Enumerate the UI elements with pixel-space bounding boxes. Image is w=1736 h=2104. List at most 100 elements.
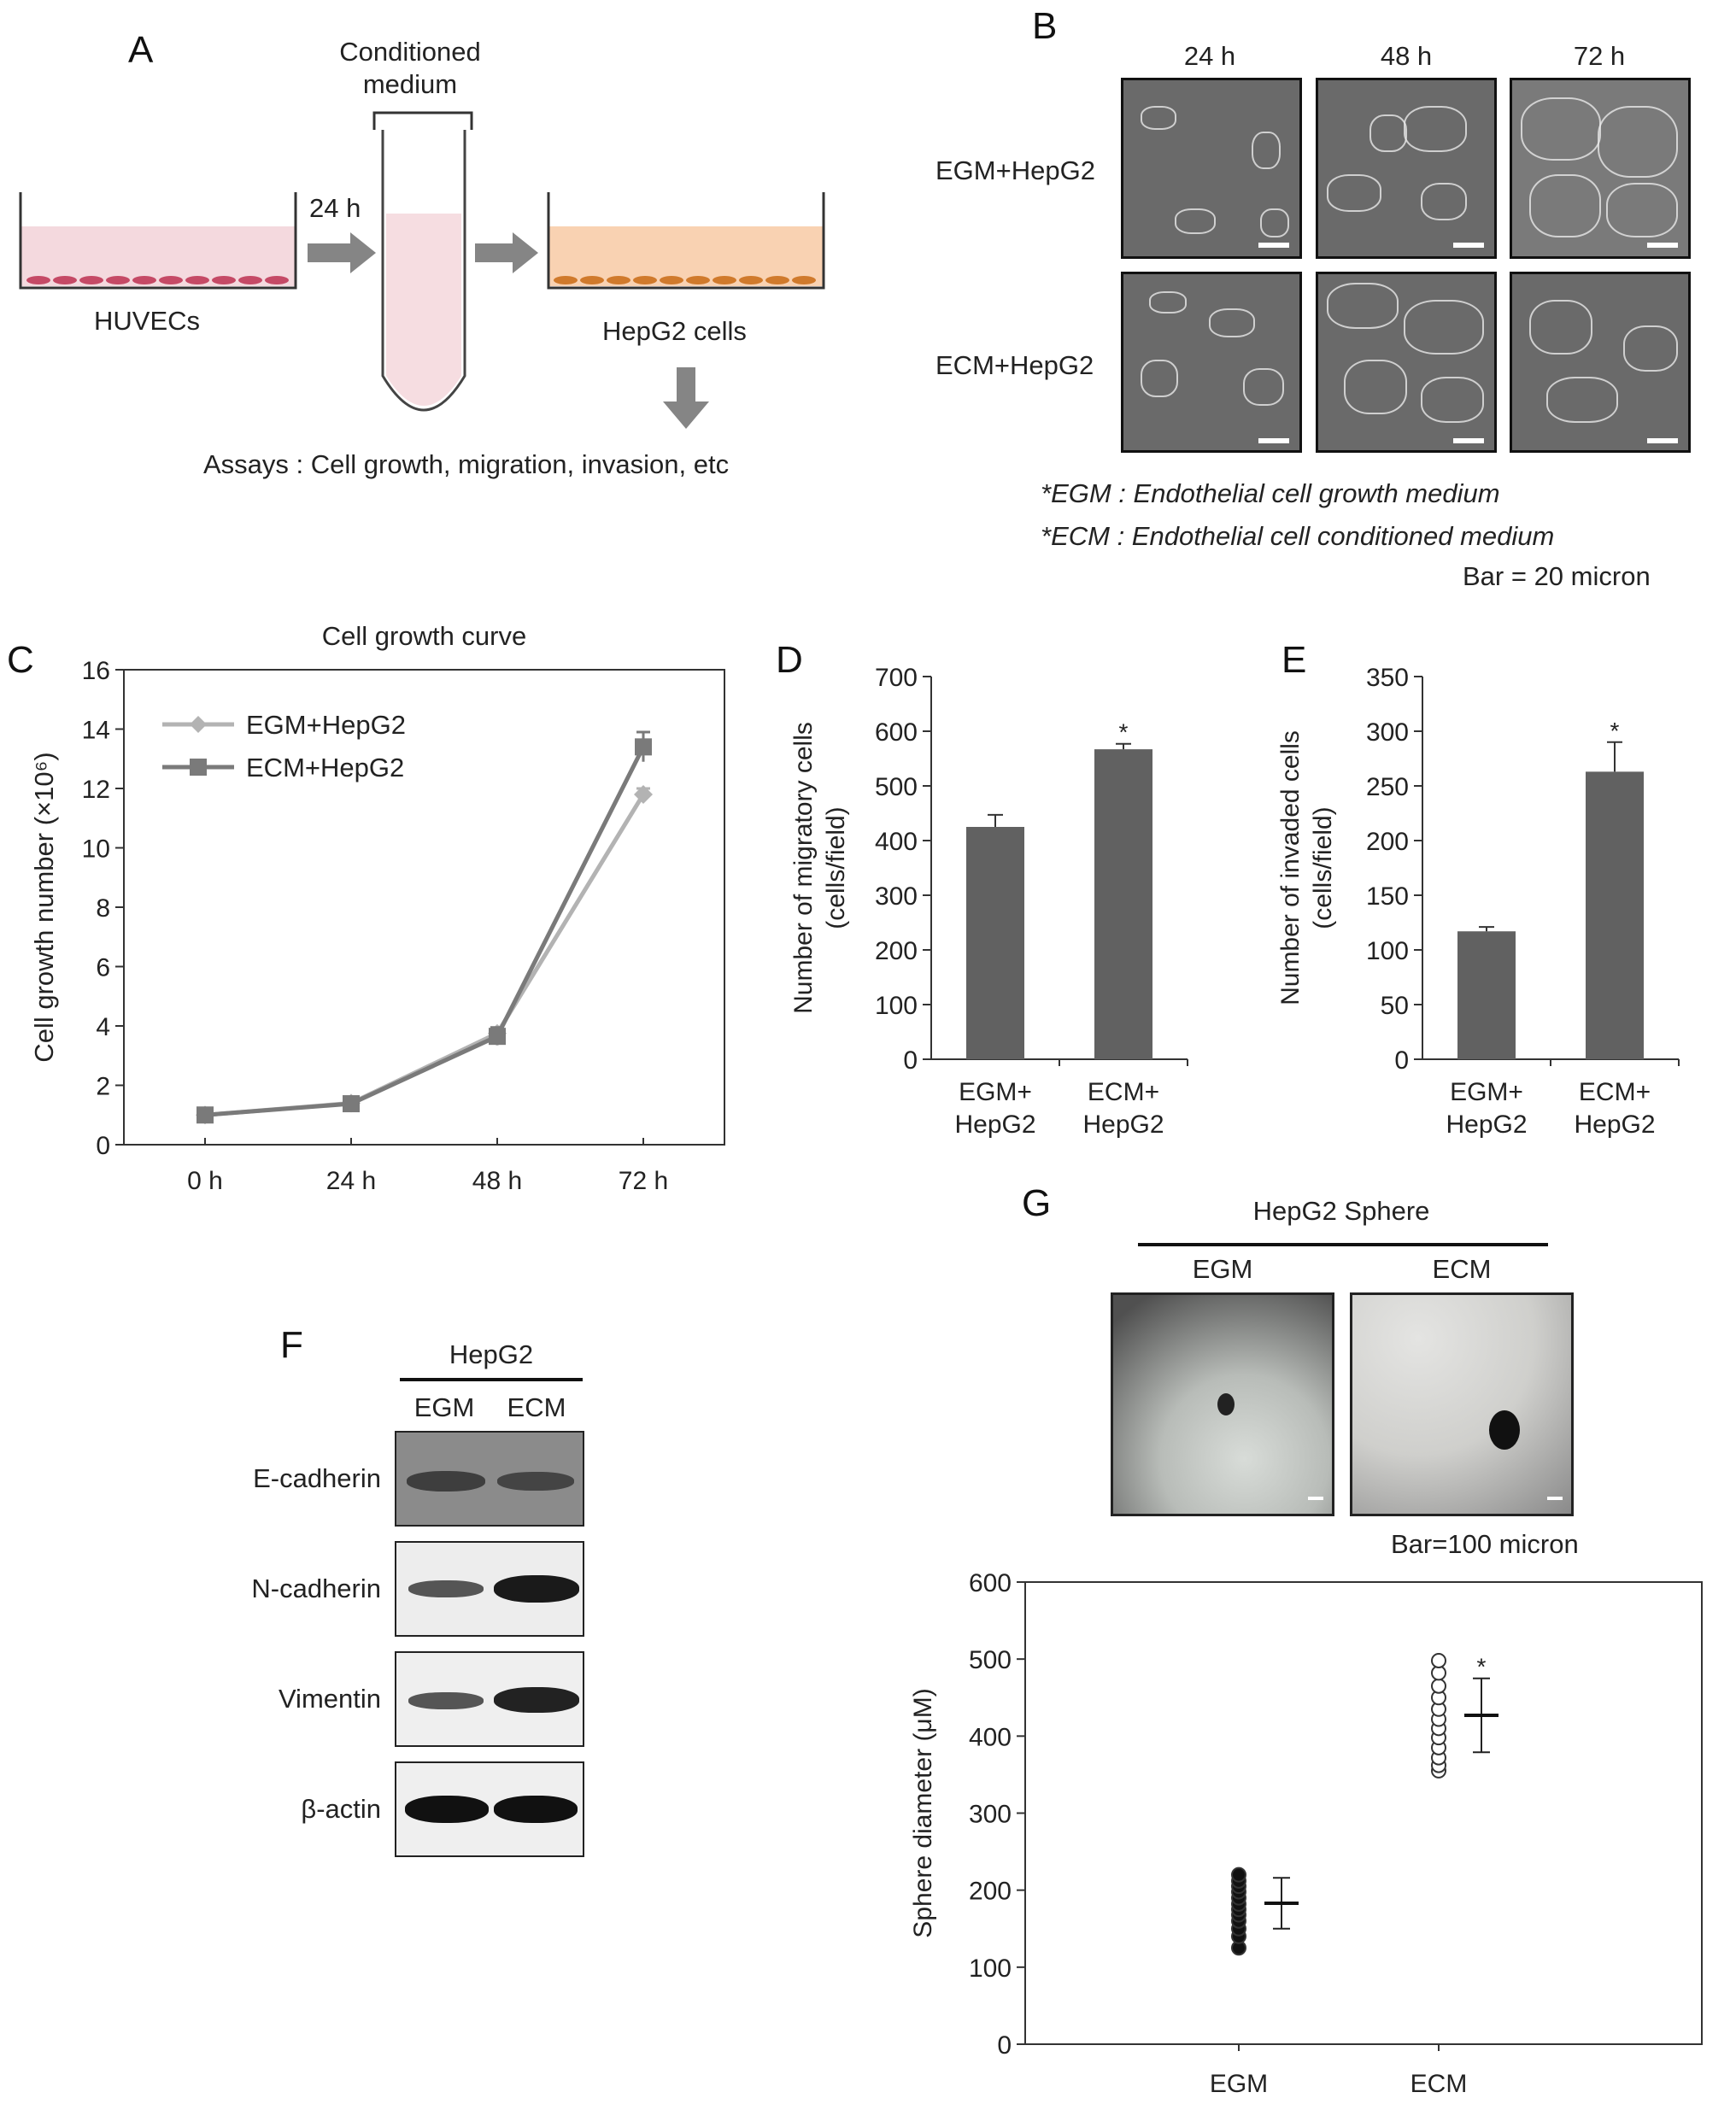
chart-c-y-tick-label: 6 xyxy=(96,954,110,982)
band-beta-actin-ecm xyxy=(494,1796,578,1823)
blot-title: HepG2 xyxy=(449,1339,534,1369)
chart-d-significance: * xyxy=(1119,719,1129,746)
panel-a-drawing xyxy=(19,111,825,429)
blot-lane-ecm: ECM xyxy=(507,1392,566,1422)
chart-e-y-tick-label: 300 xyxy=(1366,718,1409,747)
panel-label-e: E xyxy=(1281,639,1307,681)
chart-c-frame xyxy=(123,669,725,1146)
chart-c-y-tick-label: 8 xyxy=(96,894,110,923)
chart-d-x-tick-label: ECM+ xyxy=(1088,1078,1159,1106)
chart-c-y-tick-label: 14 xyxy=(82,717,110,745)
chart-c-y-tick-label: 0 xyxy=(96,1132,110,1160)
blot-lane-egm: EGM xyxy=(413,1392,475,1422)
chart-g-y-tick-label: 400 xyxy=(969,1723,1012,1751)
protein-label-vimentin: Vimentin xyxy=(278,1684,381,1714)
conditioned-medium-line2: medium xyxy=(362,69,458,99)
panel-label-f: F xyxy=(280,1324,303,1366)
sphere-title-rule xyxy=(1138,1243,1548,1246)
chart-c-legend-label: EGM+HepG2 xyxy=(246,710,406,740)
chart-c-y-tick-label: 4 xyxy=(96,1013,110,1041)
chart-e-y-tick-label: 350 xyxy=(1366,664,1409,692)
chart-c-point xyxy=(196,1106,214,1124)
chart-d-x-tick-label: HepG2 xyxy=(1082,1111,1164,1139)
chart-d-x-tick-label: EGM+ xyxy=(959,1078,1032,1106)
chart-e-y-tick-label: 200 xyxy=(1366,828,1409,856)
panel-label-b: B xyxy=(1032,5,1058,47)
band-ecadherin-egm xyxy=(407,1471,485,1492)
sphere-image-egm xyxy=(1111,1292,1334,1516)
chart-c-point xyxy=(343,1095,360,1113)
panel-a-diagram: Conditioned medium xyxy=(0,0,854,530)
chart-e-y-tick-label: 0 xyxy=(1394,1046,1409,1075)
incubation-time: 24 h xyxy=(309,193,361,223)
timepoint-24h: 24 h xyxy=(1183,41,1236,71)
chart-d: 0 100 200 300 400 500 600 700 Number of migrator… xyxy=(789,664,1188,1139)
arrow-to-assays-icon xyxy=(663,367,709,429)
sphere-image-ecm xyxy=(1350,1292,1574,1516)
arrow-to-hepg2-icon xyxy=(475,232,538,273)
chart-d-y-tick-label: 100 xyxy=(875,992,918,1020)
chart-g-frame xyxy=(1024,1581,1703,2045)
scale-bar-ecm xyxy=(1547,1497,1563,1500)
chart-c-series-line xyxy=(204,746,646,1117)
hepg2-dish xyxy=(547,192,825,290)
conditioned-medium-line1: Conditioned xyxy=(339,37,481,67)
chart-g-y-label: Sphere diameter (μM) xyxy=(909,1688,937,1937)
chart-c-y-tick-label: 12 xyxy=(82,776,110,804)
panel-label-a: A xyxy=(128,29,154,71)
hepg2-dish-cells xyxy=(554,276,816,284)
chart-g-y-tick-label: 0 xyxy=(997,2031,1012,2060)
protein-label-ecadherin: E-cadherin xyxy=(253,1463,381,1493)
chart-c-y-tick-label: 10 xyxy=(82,835,110,864)
blot-title-rule xyxy=(400,1378,583,1381)
chart-d-y-tick-label: 600 xyxy=(875,718,918,747)
panel-label-g: G xyxy=(1022,1182,1052,1224)
chart-d-y-tick-label: 400 xyxy=(875,828,918,856)
micrograph-egm-72h xyxy=(1510,78,1691,259)
panel-label-c: C xyxy=(7,639,34,681)
chart-c-point xyxy=(634,784,653,804)
chart-d-y-label-line: Number of migratory cells xyxy=(789,722,818,1014)
chart-g-y-tick-label: 100 xyxy=(969,1955,1012,1983)
chart-g-y-tick-label: 500 xyxy=(969,1646,1012,1674)
band-ncadherin-ecm xyxy=(494,1575,579,1603)
chart-c-series-line xyxy=(204,793,646,1117)
chart-e-y-tick-label: 150 xyxy=(1366,882,1409,911)
tube-cap xyxy=(372,111,473,130)
chart-c-point xyxy=(489,1028,506,1046)
ecm-definition: *ECM : Endothelial cell conditioned medi… xyxy=(1041,521,1555,551)
blot-vimentin xyxy=(395,1651,584,1747)
sphere-title: HepG2 Sphere xyxy=(1252,1196,1430,1226)
chart-e-y-label-line: (cells/field) xyxy=(1309,806,1337,929)
row-label-ecm: ECM+HepG2 xyxy=(935,350,1094,380)
chart-g: 0 100 200 300 400 500 600 Sphere diameter (μM) E… xyxy=(909,1569,1703,2098)
chart-c-legend-label: ECM+HepG2 xyxy=(246,753,404,782)
chart-g-significance: * xyxy=(1477,1654,1487,1680)
band-vimentin-egm xyxy=(408,1692,484,1709)
chart-g-point xyxy=(1431,1678,1446,1694)
micrograph-ecm-24h xyxy=(1121,272,1302,453)
tube xyxy=(381,130,466,412)
chart-c-y-tick-label: 2 xyxy=(96,1073,110,1101)
huvec-label: HUVECs xyxy=(94,306,201,336)
assays-label: Assays : Cell growth, migration, invasio… xyxy=(203,449,730,479)
chart-e-y-tick-label: 100 xyxy=(1366,937,1409,965)
chart-d-y-tick-label: 0 xyxy=(903,1046,918,1075)
sphere-lane-ecm: ECM xyxy=(1432,1254,1492,1284)
chart-e-significance: * xyxy=(1610,718,1620,744)
chart-d-bar xyxy=(1094,749,1152,1059)
chart-e-x-tick-label: HepG2 xyxy=(1574,1111,1655,1139)
chart-c: 0 2 4 6 8 10 12 14 16 Cell growth curve Cell growt… xyxy=(29,621,725,1195)
chart-c-x-tick-label: 48 h xyxy=(472,1167,522,1195)
chart-d-y-tick-label: 200 xyxy=(875,937,918,965)
micrograph-egm-48h xyxy=(1316,78,1497,259)
chart-g-point xyxy=(1231,1867,1246,1883)
timepoint-48h: 48 h xyxy=(1380,41,1433,71)
chart-e-x-tick-label: ECM+ xyxy=(1579,1078,1651,1106)
blot-ncadherin xyxy=(395,1541,584,1637)
chart-g-x-tick-label: ECM xyxy=(1410,2070,1468,2098)
scale-bar-note-b: Bar = 20 micron xyxy=(1463,561,1651,591)
chart-c-x-tick-label: 24 h xyxy=(326,1167,376,1195)
chart-e-bar xyxy=(1457,931,1516,1059)
panel-label-d: D xyxy=(776,639,803,681)
